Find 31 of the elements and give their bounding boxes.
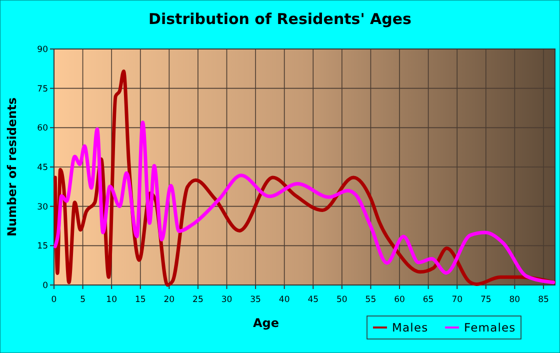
y-tick-label: 90 [37,45,48,55]
x-tick-label: 40 [278,295,290,305]
x-tick-label: 20 [164,295,175,305]
legend-label: Females [464,320,516,334]
x-tick-label: 35 [250,295,261,305]
x-tick-label: 70 [452,295,463,305]
x-tick-label: 0 [51,295,57,305]
y-tick-label: 15 [37,242,48,252]
line-series [53,120,556,284]
x-tick-label: 55 [365,295,376,305]
y-tick-label: 45 [37,163,48,173]
x-tick-label: 50 [336,295,348,305]
chart-title: Distribution of Residents' Ages [148,10,412,28]
x-tick-label: 5 [80,295,86,305]
x-tick-label: 45 [308,295,319,305]
x-tick-label: 10 [106,295,117,305]
x-tick-label: 15 [134,295,146,305]
y-axis-title: Number of residents [5,97,19,237]
x-tick-label: 30 [221,295,232,305]
y-tick-label: 30 [37,202,48,212]
x-tick-label: 25 [192,295,204,305]
legend-label: Males [392,320,428,334]
x-axis-title: Age [252,316,280,330]
x-tick-label: 80 [509,295,520,305]
y-tick-label: 75 [37,84,48,94]
x-tick-label: 85 [538,295,549,305]
x-tick-label: 60 [394,295,405,305]
y-tick-label: 0 [42,281,48,291]
x-tick-label: 75 [480,295,492,305]
x-tick-label: 65 [422,295,434,305]
y-tick-label: 60 [37,124,48,134]
